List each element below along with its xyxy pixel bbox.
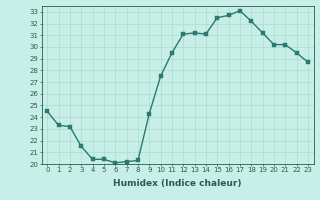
X-axis label: Humidex (Indice chaleur): Humidex (Indice chaleur) bbox=[113, 179, 242, 188]
